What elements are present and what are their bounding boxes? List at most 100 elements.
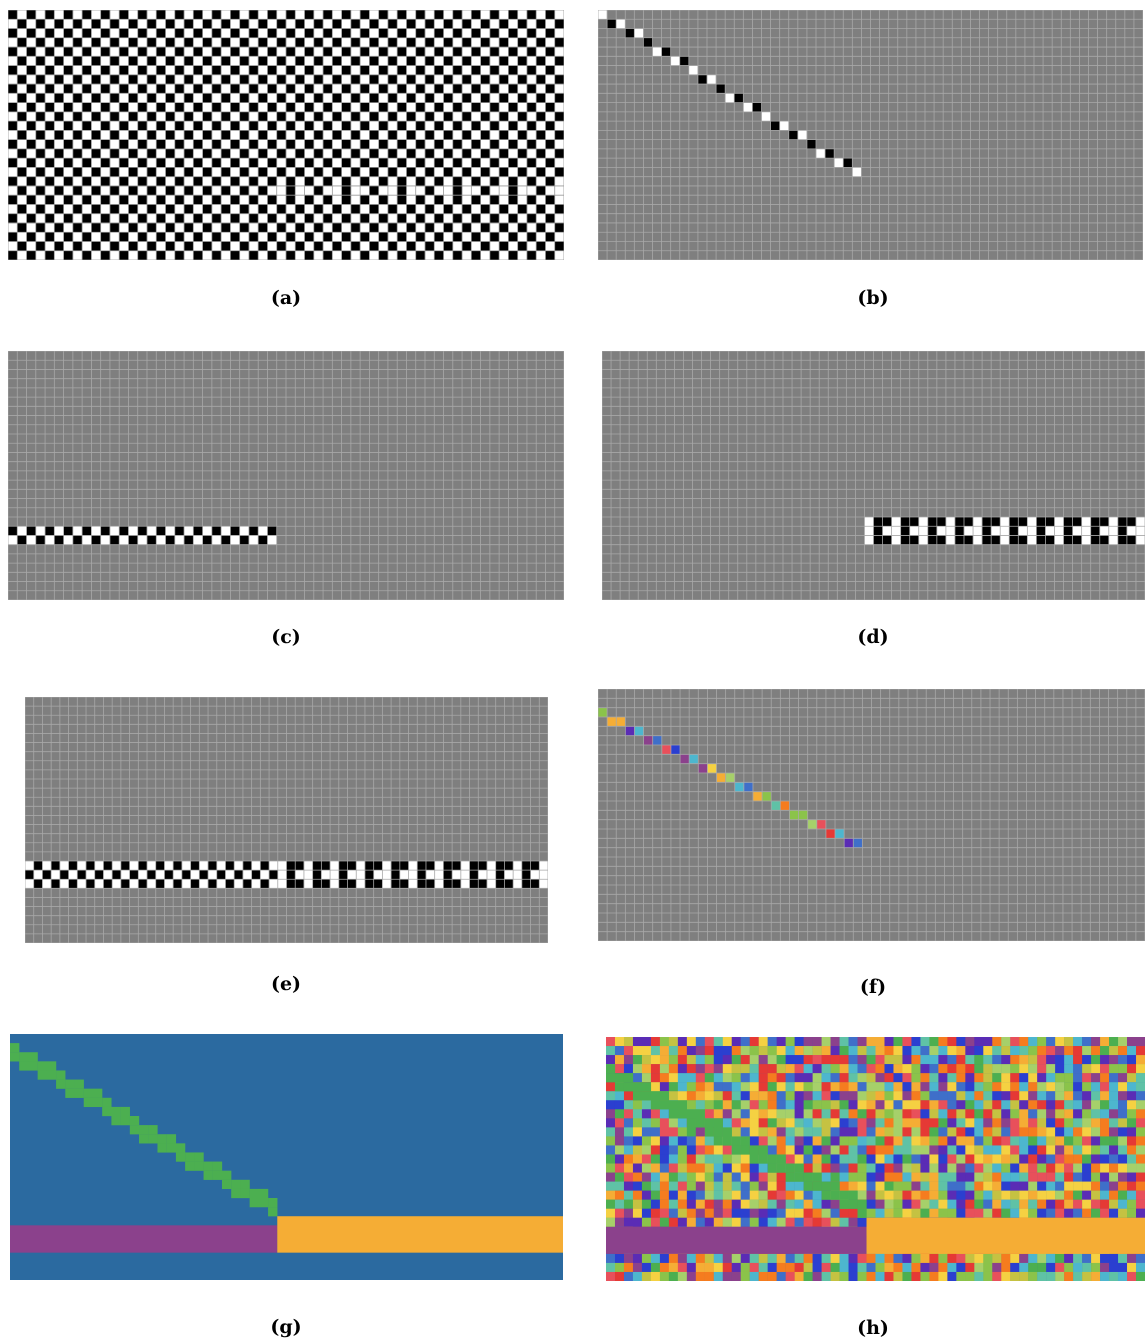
noise-cell <box>776 1271 786 1281</box>
checker-cell <box>545 102 555 112</box>
noise-cell <box>767 1046 777 1056</box>
noise-cell <box>830 1262 840 1273</box>
noise-cell <box>1118 1073 1128 1083</box>
noise-cell <box>938 1271 948 1281</box>
noise-cell <box>956 1082 966 1092</box>
checker-cell <box>425 74 435 85</box>
checker-cell <box>54 148 64 159</box>
checker-cell <box>109 56 120 66</box>
diagonal-cell <box>780 801 790 811</box>
noise-cell <box>632 1127 643 1137</box>
checker-cell <box>471 84 481 94</box>
band-cell <box>356 870 366 880</box>
checker-cell <box>63 232 74 242</box>
noise-cell <box>848 1127 858 1137</box>
noise-cell <box>659 1262 670 1273</box>
noise-cell <box>920 1055 930 1065</box>
checker-cell <box>499 204 509 214</box>
checker-cell <box>517 74 528 85</box>
noise-cell <box>785 1190 795 1200</box>
checker-cell <box>480 185 491 196</box>
noise-cell <box>974 1172 984 1182</box>
checker-cell <box>295 111 305 122</box>
band-cell <box>258 526 268 536</box>
noise-cell <box>641 1136 652 1146</box>
checker-cell <box>174 10 185 20</box>
noise-cell <box>668 1172 679 1182</box>
noise-cell <box>1001 1271 1011 1281</box>
checker-cell <box>267 139 277 150</box>
noise-cell <box>704 1082 714 1092</box>
checker-cell <box>462 19 472 29</box>
checker-cell <box>471 121 481 131</box>
noise-cell <box>614 1055 625 1065</box>
diagonal-segment <box>722 1127 732 1137</box>
noise-cell <box>911 1064 921 1074</box>
checker-cell <box>452 84 463 94</box>
noise-cell <box>758 1253 768 1264</box>
noise-cell <box>803 1073 813 1083</box>
noise-cell <box>1055 1118 1065 1128</box>
band-cell <box>230 535 240 545</box>
noise-cell <box>884 1253 894 1264</box>
noise-cell <box>983 1136 993 1146</box>
noise-cell <box>785 1271 795 1281</box>
noise-cell <box>758 1118 768 1128</box>
checker-cell <box>267 158 277 168</box>
checker-cell <box>554 148 564 159</box>
noise-cell <box>884 1181 894 1191</box>
band-cell <box>1036 517 1046 527</box>
checker-cell <box>489 10 500 20</box>
noise-cell <box>956 1091 966 1101</box>
noise-cell <box>893 1199 903 1209</box>
noise-cell <box>785 1046 795 1056</box>
band-cell <box>91 526 101 536</box>
noise-cell <box>1082 1082 1092 1092</box>
checker-cell <box>425 19 435 29</box>
checker-cell <box>517 111 528 122</box>
noise-cell <box>902 1253 912 1264</box>
panel-e-full-band-grid <box>25 697 548 943</box>
checker-cell <box>341 213 352 224</box>
noise-cell <box>965 1091 975 1101</box>
noise-cell <box>929 1073 939 1083</box>
noise-cell <box>767 1253 777 1264</box>
checker-cell <box>230 232 240 242</box>
noise-cell <box>623 1190 634 1200</box>
band-cell <box>260 861 270 871</box>
checker-cell <box>536 185 546 196</box>
noise-cell <box>947 1109 957 1119</box>
noise-cell <box>947 1064 957 1074</box>
band-cell <box>991 526 1001 536</box>
noise-cell <box>875 1055 885 1065</box>
noise-cell <box>974 1154 984 1164</box>
panel-a-svg <box>8 10 564 260</box>
diagonal-segment <box>839 1199 849 1209</box>
checker-cell <box>267 65 277 75</box>
noise-cell <box>758 1055 768 1065</box>
noise-cell <box>992 1082 1002 1092</box>
band-cell <box>909 526 919 536</box>
checker-cell <box>397 213 407 224</box>
band-cell <box>504 861 514 871</box>
checker-cell <box>211 158 222 168</box>
noise-cell <box>893 1181 903 1191</box>
noise-cell <box>893 1091 903 1101</box>
band-cell <box>33 870 43 880</box>
diagonal-segment <box>231 1179 241 1190</box>
checker-cell <box>508 65 518 75</box>
noise-cell <box>1109 1100 1119 1110</box>
noise-cell <box>650 1154 661 1164</box>
noise-cell <box>848 1208 858 1218</box>
checker-cell <box>360 28 370 38</box>
diagonal-cell <box>670 56 680 66</box>
noise-cell <box>1109 1055 1119 1065</box>
noise-cell <box>992 1145 1002 1155</box>
noise-cell <box>956 1253 966 1264</box>
checker-cell <box>499 37 509 48</box>
noise-cell <box>650 1127 661 1137</box>
checker-cell <box>295 204 305 214</box>
noise-cell <box>1019 1136 1029 1146</box>
noise-cell <box>1100 1136 1110 1146</box>
checker-cell <box>452 65 463 75</box>
